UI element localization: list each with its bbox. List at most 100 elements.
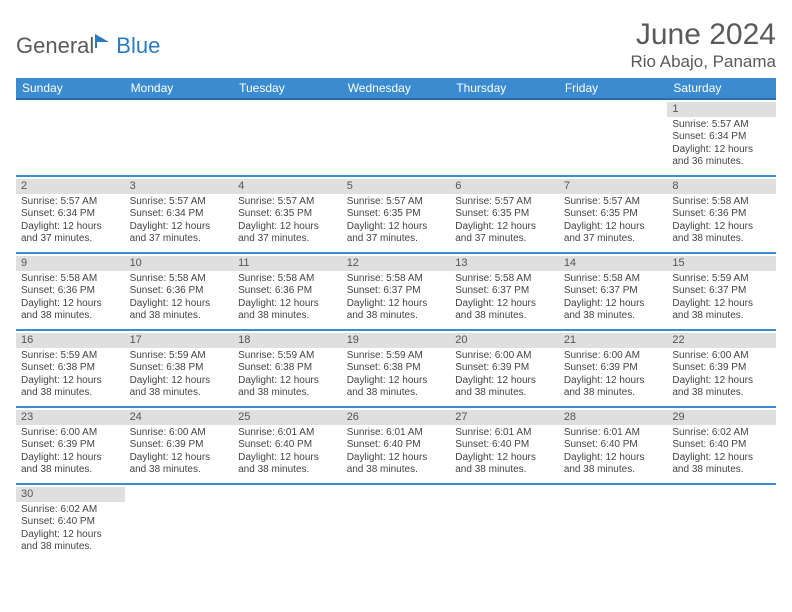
- day-number: 23: [16, 410, 125, 425]
- calendar-cell: 4 Sunrise: 5:57 AMSunset: 6:35 PMDaylight…: [233, 176, 342, 253]
- logo-blue: Blue: [116, 33, 160, 59]
- sunrise-line: Sunrise: 5:59 AM: [21, 350, 120, 363]
- calendar-cell: 14Sunrise: 5:58 AMSunset: 6:37 PMDayligh…: [559, 253, 668, 330]
- day-number: 3: [125, 179, 234, 194]
- calendar-cell: 27 Sunrise: 6:01 AMSunset: 6:40 PMDayligh…: [450, 407, 559, 484]
- day-number: 27: [450, 410, 559, 425]
- sunrise-line: Sunrise: 5:57 AM: [238, 196, 337, 209]
- weekday-header: Saturday: [667, 78, 776, 99]
- calendar-cell: [16, 99, 125, 176]
- sunrise-line: Sunrise: 5:58 AM: [238, 273, 337, 286]
- calendar-table: SundayMondayTuesdayWednesdayThursdayFrid…: [16, 78, 776, 561]
- day-number: 11: [233, 256, 342, 271]
- weekday-header: Thursday: [450, 78, 559, 99]
- calendar-cell: 24Sunrise: 6:00 AMSunset: 6:39 PMDayligh…: [125, 407, 234, 484]
- sunset-line: Sunset: 6:40 PM: [564, 439, 663, 452]
- calendar-cell: [559, 484, 668, 561]
- weekday-header: Sunday: [16, 78, 125, 99]
- daylight-line: Daylight: 12 hours and 38 minutes.: [564, 375, 663, 400]
- daylight-line: Daylight: 12 hours and 37 minutes.: [564, 221, 663, 246]
- calendar-cell: [125, 484, 234, 561]
- sunset-line: Sunset: 6:34 PM: [130, 208, 229, 221]
- calendar-cell: 11Sunrise: 5:58 AMSunset: 6:36 PMDayligh…: [233, 253, 342, 330]
- sunset-line: Sunset: 6:39 PM: [564, 362, 663, 375]
- daylight-line: Daylight: 12 hours and 38 minutes.: [564, 452, 663, 477]
- day-number: 28: [559, 410, 668, 425]
- sunset-line: Sunset: 6:36 PM: [238, 285, 337, 298]
- sunrise-line: Sunrise: 5:57 AM: [564, 196, 663, 209]
- sunrise-line: Sunrise: 5:59 AM: [238, 350, 337, 363]
- calendar-cell: 23Sunrise: 6:00 AMSunset: 6:39 PMDayligh…: [16, 407, 125, 484]
- daylight-line: Daylight: 12 hours and 38 minutes.: [672, 452, 771, 477]
- day-number: 8: [667, 179, 776, 194]
- calendar-cell: 16Sunrise: 5:59 AMSunset: 6:38 PMDayligh…: [16, 330, 125, 407]
- calendar-cell: [233, 484, 342, 561]
- daylight-line: Daylight: 12 hours and 38 minutes.: [130, 298, 229, 323]
- sunset-line: Sunset: 6:39 PM: [130, 439, 229, 452]
- sunrise-line: Sunrise: 5:59 AM: [347, 350, 446, 363]
- daylight-line: Daylight: 12 hours and 37 minutes.: [238, 221, 337, 246]
- calendar-cell: 22Sunrise: 6:00 AMSunset: 6:39 PMDayligh…: [667, 330, 776, 407]
- sunrise-line: Sunrise: 6:00 AM: [455, 350, 554, 363]
- calendar-cell: [450, 484, 559, 561]
- sunrise-line: Sunrise: 6:01 AM: [238, 427, 337, 440]
- calendar-cell: 15Sunrise: 5:59 AMSunset: 6:37 PMDayligh…: [667, 253, 776, 330]
- calendar-cell: 1Sunrise: 5:57 AMSunset: 6:34 PMDaylight…: [667, 99, 776, 176]
- sunset-line: Sunset: 6:34 PM: [21, 208, 120, 221]
- sunset-line: Sunset: 6:38 PM: [347, 362, 446, 375]
- sunrise-line: Sunrise: 5:58 AM: [347, 273, 446, 286]
- daylight-line: Daylight: 12 hours and 38 minutes.: [672, 375, 771, 400]
- calendar-cell: 12Sunrise: 5:58 AMSunset: 6:37 PMDayligh…: [342, 253, 451, 330]
- calendar-cell: 25Sunrise: 6:01 AMSunset: 6:40 PMDayligh…: [233, 407, 342, 484]
- day-number: 17: [125, 333, 234, 348]
- sunset-line: Sunset: 6:38 PM: [21, 362, 120, 375]
- sunset-line: Sunset: 6:35 PM: [347, 208, 446, 221]
- calendar-cell: 6Sunrise: 5:57 AMSunset: 6:35 PMDaylight…: [450, 176, 559, 253]
- sunset-line: Sunset: 6:37 PM: [564, 285, 663, 298]
- weekday-header: Tuesday: [233, 78, 342, 99]
- day-number: 18: [233, 333, 342, 348]
- sunrise-line: Sunrise: 5:59 AM: [672, 273, 771, 286]
- calendar-cell: 21Sunrise: 6:00 AMSunset: 6:39 PMDayligh…: [559, 330, 668, 407]
- daylight-line: Daylight: 12 hours and 38 minutes.: [455, 375, 554, 400]
- daylight-line: Daylight: 12 hours and 36 minutes.: [672, 144, 771, 169]
- day-number: 26: [342, 410, 451, 425]
- sunset-line: Sunset: 6:40 PM: [455, 439, 554, 452]
- sunset-line: Sunset: 6:35 PM: [238, 208, 337, 221]
- sunrise-line: Sunrise: 6:01 AM: [347, 427, 446, 440]
- day-number: 16: [16, 333, 125, 348]
- header: General Blue June 2024 Rio Abajo, Panama: [16, 18, 776, 72]
- sunrise-line: Sunrise: 6:01 AM: [455, 427, 554, 440]
- sunrise-line: Sunrise: 5:58 AM: [672, 196, 771, 209]
- title-block: June 2024 Rio Abajo, Panama: [630, 18, 776, 72]
- day-number: 10: [125, 256, 234, 271]
- daylight-line: Daylight: 12 hours and 38 minutes.: [130, 452, 229, 477]
- calendar-cell: 28 Sunrise: 6:01 AMSunset: 6:40 PMDayligh…: [559, 407, 668, 484]
- weekday-header: Wednesday: [342, 78, 451, 99]
- calendar-cell: 10Sunrise: 5:58 AMSunset: 6:36 PMDayligh…: [125, 253, 234, 330]
- sunset-line: Sunset: 6:36 PM: [130, 285, 229, 298]
- daylight-line: Daylight: 12 hours and 38 minutes.: [347, 452, 446, 477]
- day-number: 22: [667, 333, 776, 348]
- day-number: 30: [16, 487, 125, 502]
- calendar-body: 1Sunrise: 5:57 AMSunset: 6:34 PMDaylight…: [16, 99, 776, 561]
- daylight-line: Daylight: 12 hours and 37 minutes.: [455, 221, 554, 246]
- calendar-cell: 20Sunrise: 6:00 AMSunset: 6:39 PMDayligh…: [450, 330, 559, 407]
- sunrise-line: Sunrise: 6:01 AM: [564, 427, 663, 440]
- day-number: 4: [233, 179, 342, 194]
- sunrise-line: Sunrise: 5:57 AM: [130, 196, 229, 209]
- day-number: 2: [16, 179, 125, 194]
- sunset-line: Sunset: 6:40 PM: [347, 439, 446, 452]
- calendar-cell: 3Sunrise: 5:57 AMSunset: 6:34 PMDaylight…: [125, 176, 234, 253]
- sunset-line: Sunset: 6:40 PM: [672, 439, 771, 452]
- weekday-header: Friday: [559, 78, 668, 99]
- daylight-line: Daylight: 12 hours and 38 minutes.: [455, 452, 554, 477]
- calendar-head: SundayMondayTuesdayWednesdayThursdayFrid…: [16, 78, 776, 99]
- flag-icon: [95, 32, 115, 53]
- sunrise-line: Sunrise: 5:57 AM: [21, 196, 120, 209]
- day-number: 25: [233, 410, 342, 425]
- daylight-line: Daylight: 12 hours and 38 minutes.: [238, 452, 337, 477]
- sunset-line: Sunset: 6:37 PM: [672, 285, 771, 298]
- sunrise-line: Sunrise: 5:57 AM: [347, 196, 446, 209]
- sunrise-line: Sunrise: 6:00 AM: [21, 427, 120, 440]
